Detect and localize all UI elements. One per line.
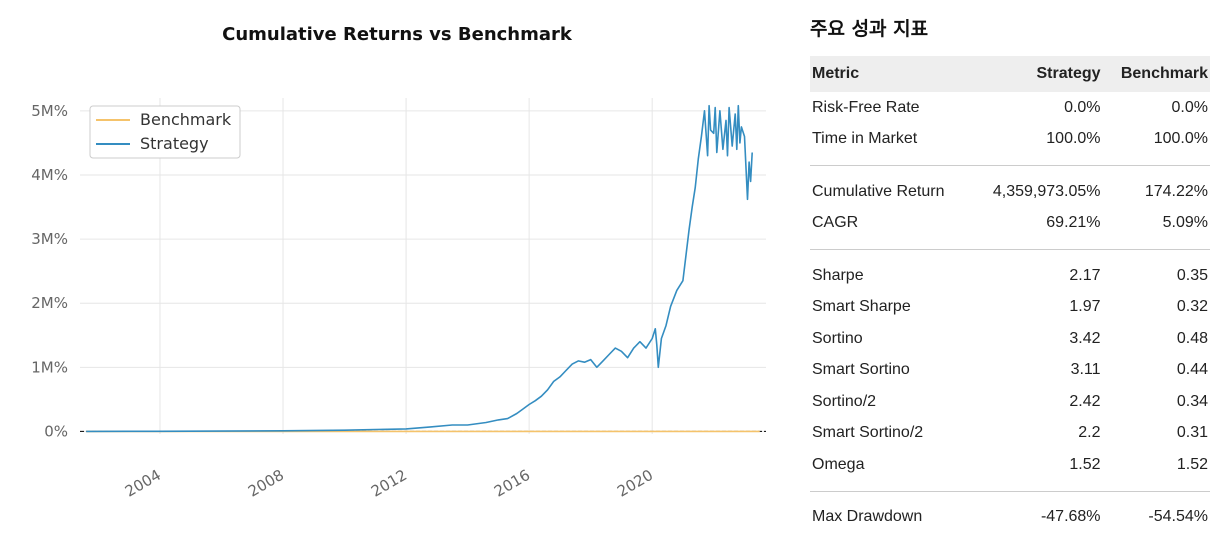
table-row: Smart Sortino 3.11 0.44 xyxy=(810,355,1210,387)
y-tick-label: 4M% xyxy=(31,166,68,184)
benchmark-value: 5.09% xyxy=(1162,214,1208,232)
strategy-value: 3.11 xyxy=(1070,361,1101,379)
y-tick-label: 2M% xyxy=(31,294,68,312)
x-tick-label: 2020 xyxy=(614,466,656,501)
header-benchmark: Benchmark xyxy=(1102,56,1210,92)
header-strategy: Strategy xyxy=(970,56,1103,92)
strategy-value: 4,359,973.05% xyxy=(992,182,1101,200)
strategy-value: 1.52 xyxy=(1069,455,1101,473)
metric-name: Max Drawdown xyxy=(812,508,923,526)
legend-label-benchmark: Benchmark xyxy=(140,110,232,129)
strategy-value: 1.97 xyxy=(1069,298,1101,316)
series-line-strategy xyxy=(86,104,753,433)
table-row: Risk-Free Rate 0.0% 0.0% xyxy=(810,92,1210,124)
benchmark-value: 1.52 xyxy=(1176,455,1208,473)
strategy-value: -47.68% xyxy=(1040,508,1101,526)
row-separator xyxy=(810,239,1210,260)
metric-name: Cumulative Return xyxy=(812,182,945,200)
table-row: Time in Market 100.0% 100.0% xyxy=(810,124,1210,156)
metric-name: Omega xyxy=(812,455,865,473)
benchmark-value: 0.31 xyxy=(1176,424,1208,442)
y-tick-label: 0% xyxy=(44,422,68,440)
strategy-value: 2.2 xyxy=(1078,424,1101,442)
table-row: Smart Sharpe 1.97 0.32 xyxy=(810,292,1210,324)
x-tick-label: 2004 xyxy=(122,466,164,501)
table-row: Max Drawdown -47.68% -54.54% xyxy=(810,502,1210,534)
metric-name: Time in Market xyxy=(812,130,918,148)
metrics-table: Metric Strategy Benchmark Risk-Free Rate… xyxy=(810,56,1210,533)
strategy-value: 100.0% xyxy=(1046,130,1101,148)
strategy-value: 2.42 xyxy=(1069,392,1101,410)
table-row: Omega 1.52 1.52 xyxy=(810,449,1210,481)
benchmark-value: 0.0% xyxy=(1171,98,1208,116)
row-separator xyxy=(810,481,1210,502)
table-row: Sortino 3.42 0.48 xyxy=(810,323,1210,355)
metrics-header-row: Metric Strategy Benchmark xyxy=(810,56,1210,92)
metric-name: Risk-Free Rate xyxy=(812,98,920,116)
axis-ticks: 0% 1M% 2M% 3M% 4M% 5M% 2004 2008 2012 2016 2020 xyxy=(31,102,656,501)
benchmark-value: 0.34 xyxy=(1176,392,1208,410)
y-tick-label: 3M% xyxy=(31,230,68,248)
y-tick-label: 5M% xyxy=(31,102,68,120)
benchmark-value: 0.35 xyxy=(1176,266,1208,284)
y-tick-label: 1M% xyxy=(31,358,68,376)
table-row: Cumulative Return 4,359,973.05% 174.22% xyxy=(810,176,1210,208)
metric-name: Smart Sortino xyxy=(812,361,910,379)
x-tick-label: 2012 xyxy=(368,466,410,501)
metric-name: Sharpe xyxy=(812,266,864,284)
strategy-value: 3.42 xyxy=(1069,329,1101,347)
table-row: Smart Sortino/2 2.2 0.31 xyxy=(810,418,1210,450)
table-row: CAGR 69.21% 5.09% xyxy=(810,208,1210,240)
benchmark-value: 0.48 xyxy=(1176,329,1208,347)
x-tick-label: 2016 xyxy=(491,466,533,501)
header-metric: Metric xyxy=(810,56,971,92)
metrics-title: 주요 성과 지표 xyxy=(810,18,929,40)
benchmark-value: 0.32 xyxy=(1176,298,1208,316)
strategy-value: 69.21% xyxy=(1046,214,1101,232)
chart-canvas: Cumulative Returns vs Benchmark 0% 1M% 2M%… xyxy=(31,24,766,501)
strategy-value: 0.0% xyxy=(1064,98,1101,116)
cumulative-returns-chart: Cumulative Returns vs Benchmark 0% 1M% 2M%… xyxy=(31,24,766,501)
benchmark-value: 174.22% xyxy=(1144,182,1208,200)
metric-name: Sortino/2 xyxy=(812,392,877,410)
benchmark-value: 0.44 xyxy=(1176,361,1208,379)
x-tick-label: 2008 xyxy=(245,466,287,501)
metric-name: Smart Sortino/2 xyxy=(812,424,924,442)
table-row: Sortino/2 2.42 0.34 xyxy=(810,386,1210,418)
chart-title: Cumulative Returns vs Benchmark xyxy=(222,24,573,45)
benchmark-value: 100.0% xyxy=(1153,130,1208,148)
benchmark-value: -54.54% xyxy=(1148,508,1208,526)
table-row: Sharpe 2.17 0.35 xyxy=(810,260,1210,292)
metric-name: CAGR xyxy=(812,214,859,232)
row-separator xyxy=(810,155,1210,176)
strategy-value: 2.17 xyxy=(1069,266,1101,284)
metric-name: Smart Sharpe xyxy=(812,298,911,316)
legend: Benchmark Strategy xyxy=(89,105,241,159)
metric-name: Sortino xyxy=(812,329,863,347)
series-lines xyxy=(86,104,760,433)
legend-label-strategy: Strategy xyxy=(140,134,209,153)
